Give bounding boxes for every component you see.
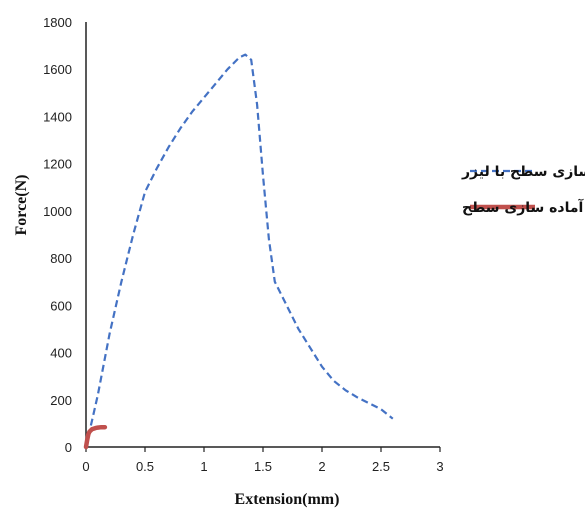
y-tick-label: 400	[50, 346, 72, 361]
y-tick-label: 1000	[43, 204, 72, 219]
x-tick-label: 3	[436, 459, 443, 474]
x-tick-label: 0.5	[136, 459, 154, 474]
series-line-2	[83, 424, 108, 450]
x-tick-labels: 0 0.5 1 1.5 2 2.5 3	[82, 447, 444, 474]
axes	[85, 22, 440, 448]
x-tick-label: 2.5	[372, 459, 390, 474]
x-axis-title: Extension(mm)	[235, 491, 340, 508]
y-tick-label: 1800	[43, 15, 72, 30]
legend: آماده سازی سطح با لیزر بدون آماده سازی سط…	[461, 162, 585, 216]
y-tick-labels: 0 200 400 600 800 1000 1200 1400 1600 1800	[43, 15, 72, 455]
y-tick-label: 1200	[43, 157, 72, 172]
x-tick-label: 0	[82, 459, 89, 474]
series-group	[83, 53, 394, 450]
y-tick-label: 200	[50, 393, 72, 408]
x-tick-label: 1.5	[254, 459, 272, 474]
legend-label-1: آماده سازی سطح با لیزر	[461, 162, 585, 180]
y-tick-label: 1600	[43, 62, 72, 77]
y-tick-label: 800	[50, 251, 72, 266]
legend-label-2: بدون آماده سازی سطح	[462, 198, 585, 216]
y-tick-label: 1400	[43, 109, 72, 124]
y-axis-title: Force(N)	[13, 175, 30, 236]
series-line-1	[84, 53, 394, 448]
x-tick-label: 2	[318, 459, 325, 474]
y-tick-label: 0	[65, 440, 72, 455]
y-tick-label: 600	[50, 298, 72, 313]
x-tick-label: 1	[200, 459, 207, 474]
